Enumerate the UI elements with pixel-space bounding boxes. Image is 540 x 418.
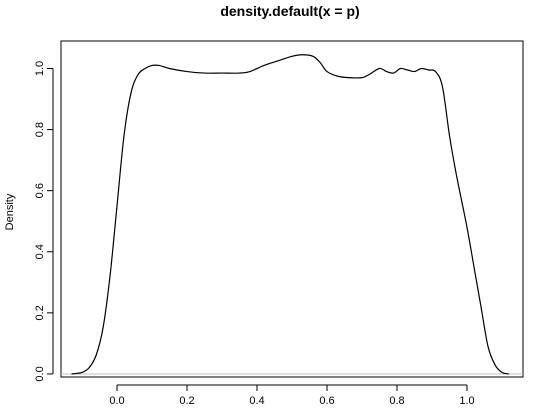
y-tick-label: 0.0: [34, 366, 46, 381]
y-tick-label: 0.2: [34, 305, 46, 320]
x-axis: 0.0 0.2 0.4 0.6 0.8 1.0: [109, 384, 475, 407]
x-tick-label: 0.0: [109, 395, 124, 407]
y-axis: 0.0 0.2 0.4 0.6 0.8 1.0: [34, 61, 54, 382]
y-tick-label: 0.8: [34, 122, 46, 137]
x-tick-label: 1.0: [459, 395, 474, 407]
x-tick-label: 0.8: [389, 395, 404, 407]
x-tick-label: 0.4: [249, 395, 264, 407]
plot-frame: [60, 40, 524, 378]
y-tick-label: 1.0: [34, 61, 46, 76]
y-tick-label: 0.4: [34, 244, 46, 259]
x-tick-label: 0.6: [319, 395, 334, 407]
chart-title: density.default(x = p): [220, 3, 359, 19]
x-tick-label: 0.2: [179, 395, 194, 407]
y-axis-label: Density: [4, 193, 16, 230]
y-tick-label: 0.6: [34, 183, 46, 198]
density-curve: [71, 54, 510, 375]
